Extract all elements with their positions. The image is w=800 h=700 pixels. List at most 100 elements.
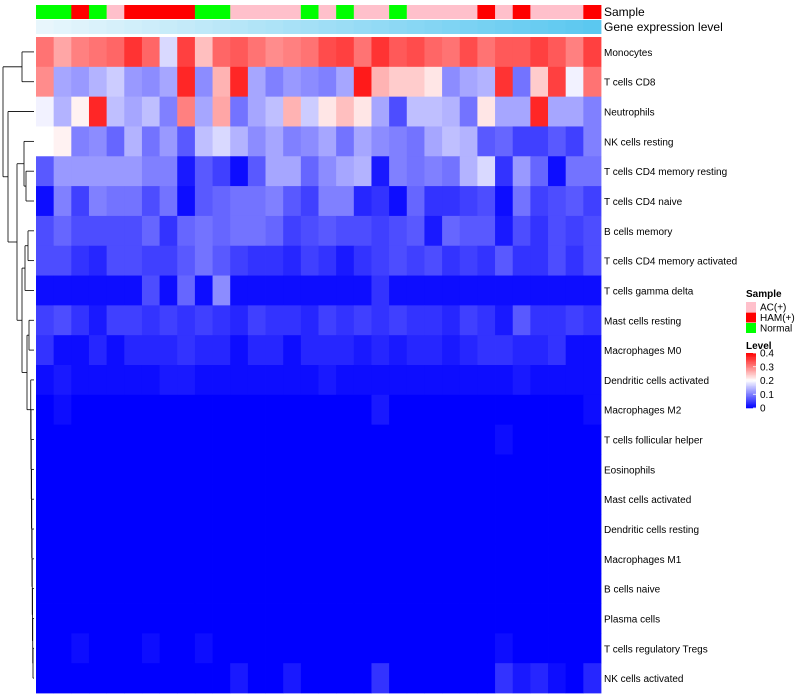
heatmap-cell — [36, 305, 55, 336]
heatmap-cell — [53, 424, 72, 455]
heatmap-cell — [53, 37, 72, 68]
heatmap-cell — [495, 514, 514, 545]
heatmap-cell — [495, 424, 514, 455]
heatmap-cell — [230, 484, 249, 515]
heatmap-cell — [371, 424, 390, 455]
heatmap-cell — [88, 96, 108, 127]
heatmap-cell — [177, 66, 196, 98]
heatmap-cell — [318, 454, 337, 485]
level-legend-ramp-step — [746, 376, 756, 379]
heatmap-cell — [530, 663, 549, 694]
heatmap-cell — [159, 454, 178, 485]
heatmap-cell — [106, 603, 125, 634]
heatmap-cell — [583, 186, 602, 217]
heatmap-cell — [353, 424, 372, 455]
heatmap-cell — [106, 454, 125, 485]
heatmap-cell — [512, 365, 531, 396]
heatmap-cell — [106, 156, 125, 187]
sample-legend-swatch — [746, 312, 756, 323]
row-label: Eosinophils — [604, 465, 655, 476]
heatmap-cell — [371, 37, 390, 68]
expression-annotation-cell — [124, 20, 143, 34]
heatmap-cell — [265, 126, 284, 157]
row-label: NK cells resting — [604, 137, 673, 148]
heatmap-cell — [177, 365, 196, 396]
heatmap-cell — [265, 186, 284, 217]
heatmap-cell — [336, 215, 355, 247]
heatmap-cell — [88, 37, 108, 68]
heatmap-cell — [371, 305, 390, 336]
heatmap-cell — [583, 573, 602, 604]
heatmap-cell — [230, 603, 249, 634]
heatmap-cell — [318, 275, 337, 306]
heatmap-cell — [283, 156, 302, 187]
heatmap-cell — [424, 514, 443, 545]
heatmap-cell — [141, 335, 160, 366]
heatmap-cell — [583, 245, 602, 276]
heatmap-cell — [565, 454, 584, 485]
heatmap-cell — [71, 305, 90, 336]
expression-annotation-cell — [495, 20, 514, 34]
level-legend-tick-label: 0.1 — [760, 390, 774, 401]
sample-annotation-cell — [212, 5, 231, 19]
level-legend-ramp-step — [746, 377, 756, 380]
sample-annotation-cell — [459, 5, 478, 19]
heatmap-cell — [389, 663, 408, 694]
level-legend-ramp-step — [746, 358, 756, 361]
heatmap-cell — [353, 514, 372, 545]
heatmap-cell — [88, 484, 108, 515]
heatmap-cell — [177, 37, 196, 68]
heatmap-cell — [106, 424, 125, 455]
heatmap-cell — [194, 424, 213, 455]
heatmap-cell — [565, 335, 584, 366]
heatmap-cell — [353, 186, 372, 217]
heatmap-cell — [159, 186, 178, 217]
heatmap-cell — [265, 633, 284, 664]
heatmap-cell — [336, 156, 355, 187]
heatmap-cell — [336, 365, 355, 396]
heatmap-cell — [88, 275, 108, 306]
heatmap-cell — [548, 663, 567, 694]
heatmap-cell — [141, 603, 160, 634]
heatmap-cell — [565, 186, 584, 217]
heatmap-cell — [530, 365, 549, 396]
heatmap-cell — [88, 126, 108, 157]
level-legend-ramp-step — [746, 375, 756, 377]
heatmap-cell — [406, 275, 425, 306]
heatmap-cell — [88, 573, 108, 604]
heatmap-cell — [495, 335, 514, 366]
row-label: Mast cells activated — [604, 495, 691, 506]
heatmap-cell — [459, 66, 478, 98]
row-label: Mast cells resting — [604, 316, 681, 327]
heatmap-cell — [71, 514, 90, 545]
level-legend-ramp-step — [746, 405, 756, 407]
heatmap-cell — [424, 454, 443, 485]
heatmap-cell — [459, 573, 478, 604]
heatmap-cell — [212, 156, 231, 187]
heatmap-cell — [141, 424, 160, 455]
heatmap-cell — [477, 394, 496, 426]
heatmap-cell — [512, 245, 531, 276]
heatmap-cell — [88, 454, 108, 485]
heatmap-cell — [530, 37, 549, 68]
heatmap-cell — [353, 603, 372, 634]
heatmap-cell — [477, 96, 496, 127]
heatmap-cell — [583, 37, 602, 68]
heatmap-cell — [442, 245, 461, 276]
heatmap-cell — [336, 573, 355, 604]
heatmap-cell — [336, 37, 355, 68]
heatmap-cell — [371, 663, 390, 694]
heatmap-cell — [459, 335, 478, 366]
level-legend-ramp-step — [746, 372, 756, 374]
expression-annotation-bar — [36, 20, 602, 34]
heatmap-cell — [230, 96, 249, 127]
heatmap-cell — [88, 305, 108, 336]
heatmap-cell — [477, 66, 496, 98]
heatmap-cell — [477, 186, 496, 217]
heatmap-cell — [442, 305, 461, 336]
heatmap-cell — [212, 603, 231, 634]
heatmap-cell — [495, 633, 514, 664]
heatmap-cell — [53, 603, 72, 634]
sample-annotation-cell — [194, 5, 213, 19]
level-legend-ramp-step — [746, 395, 756, 398]
